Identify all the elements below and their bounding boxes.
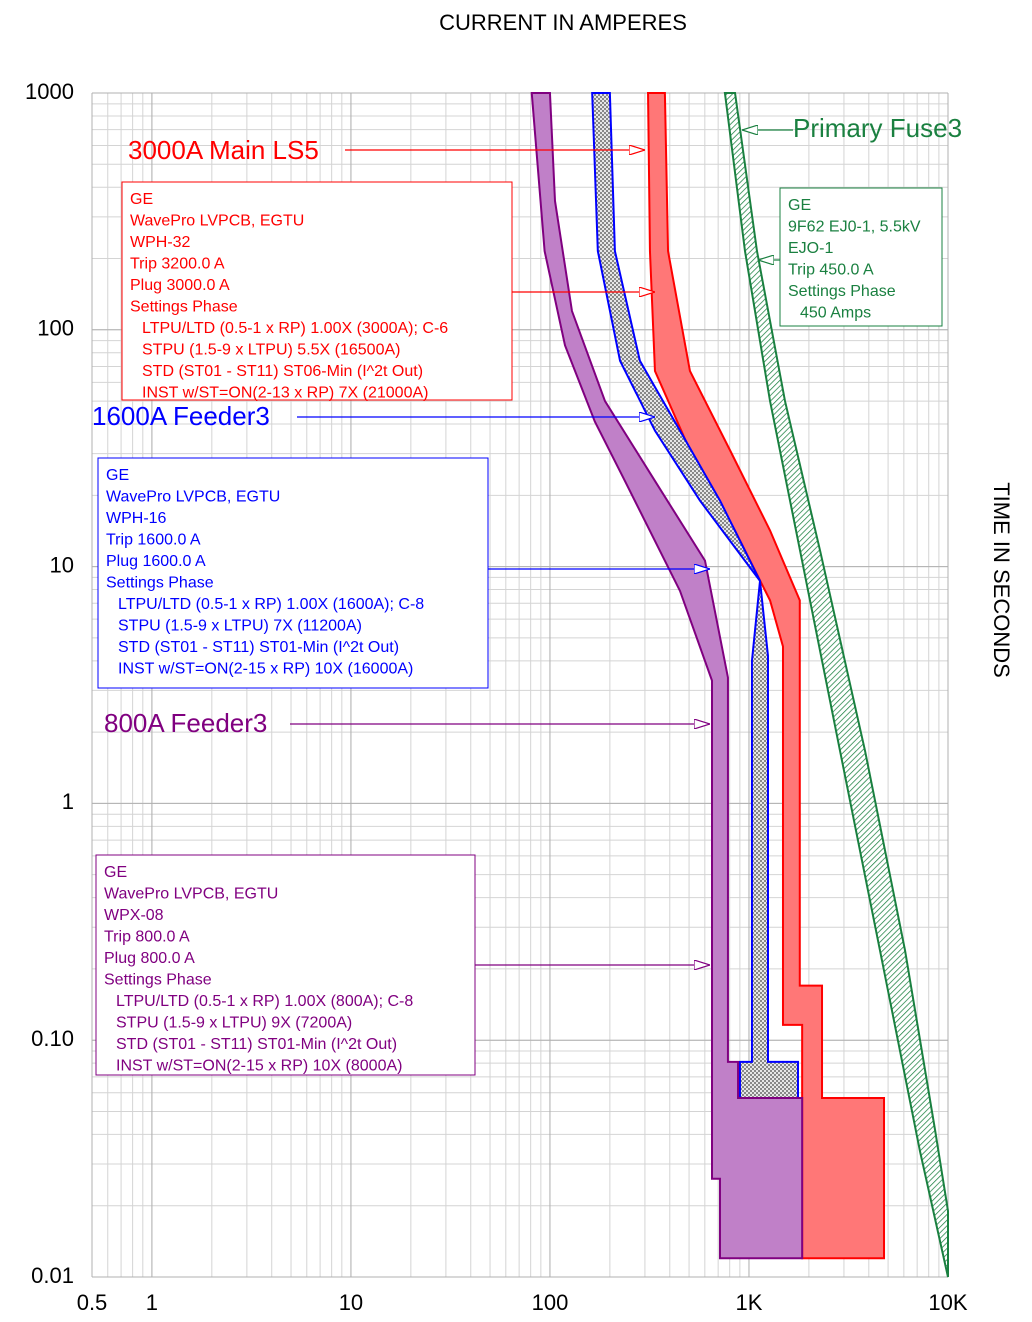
info-line: GE	[788, 197, 811, 214]
setting-line: INST w/ST=ON(2-13 x RP) 7X (21000A)	[142, 385, 428, 402]
setting-line: INST w/ST=ON(2-15 x RP) 10X (16000A)	[118, 661, 413, 678]
device-label: 3000A Main LS5	[128, 135, 319, 165]
curve-band	[530, 92, 804, 1260]
info-line: WPH-32	[130, 234, 191, 251]
y-tick-label: 0.01	[31, 1263, 74, 1288]
x-axis-title: CURRENT IN AMPERES	[439, 10, 687, 35]
info-line: GE	[104, 864, 127, 881]
x-tick-label: 1K	[736, 1290, 763, 1315]
x-tick-label: 1	[146, 1290, 158, 1315]
x-tick-label: 0.5	[77, 1290, 108, 1315]
info-line: Trip 800.0 A	[104, 929, 190, 946]
y-tick-label: 0.10	[31, 1026, 74, 1051]
info-line: WavePro LVPCB, EGTU	[130, 213, 304, 230]
device-label: Primary Fuse3	[793, 113, 962, 143]
info-line: Plug 3000.0 A	[130, 277, 230, 294]
setting-line: 450 Amps	[800, 305, 871, 322]
curve-band	[723, 92, 949, 1278]
labels: 3000A Main LS5 GE WavePro LVPCB, EGTU WPH-3…	[92, 113, 962, 1076]
info-line: Plug 800.0 A	[104, 950, 195, 967]
info-line: Trip 1600.0 A	[106, 532, 201, 549]
setting-line: LTPU/LTD (0.5-1 x RP) 1.00X (800A); C-8	[116, 993, 413, 1010]
info-line: Settings Phase	[106, 575, 214, 592]
bands	[530, 92, 949, 1278]
info-line: GE	[106, 467, 129, 484]
setting-line: STPU (1.5-9 x LTPU) 5.5X (16500A)	[142, 342, 400, 359]
info-box	[121, 181, 513, 401]
x-tick-label: 10	[339, 1290, 363, 1315]
x-tick-label: 10K	[928, 1290, 967, 1315]
info-line: Settings Phase	[104, 972, 212, 989]
setting-line: STD (ST01 - ST11) ST06-Min (I^2t Out)	[142, 363, 423, 380]
setting-line: STD (ST01 - ST11) ST01-Min (I^2t Out)	[116, 1036, 397, 1053]
device-label: 800A Feeder3	[104, 708, 267, 738]
setting-line: STD (ST01 - ST11) ST01-Min (I^2t Out)	[118, 639, 399, 656]
info-line: Plug 1600.0 A	[106, 553, 206, 570]
info-line: 9F62 EJ0-1, 5.5kV	[788, 219, 921, 236]
y-tick-label: 100	[37, 316, 74, 341]
info-box	[779, 187, 943, 327]
setting-line: INST w/ST=ON(2-15 x RP) 10X (8000A)	[116, 1058, 402, 1075]
y-axis-title: TIME IN SECONDS	[989, 482, 1014, 678]
info-line: WavePro LVPCB, EGTU	[104, 886, 278, 903]
setting-line: LTPU/LTD (0.5-1 x RP) 1.00X (3000A); C-6	[142, 320, 448, 337]
y-tick-label: 1000	[25, 79, 74, 104]
y-tick-label: 10	[50, 552, 74, 577]
info-line: WPX-08	[104, 907, 164, 924]
device-label: 1600A Feeder3	[92, 401, 270, 431]
info-line: GE	[130, 191, 153, 208]
setting-line: LTPU/LTD (0.5-1 x RP) 1.00X (1600A); C-8	[118, 596, 424, 613]
info-line: Trip 3200.0 A	[130, 256, 225, 273]
setting-line: STPU (1.5-9 x LTPU) 9X (7200A)	[116, 1015, 352, 1032]
info-line: Settings Phase	[130, 299, 238, 316]
x-tick-label: 100	[532, 1290, 569, 1315]
info-line: WavePro LVPCB, EGTU	[106, 489, 280, 506]
y-tick-label: 1	[62, 789, 74, 814]
info-line: WPH-16	[106, 510, 167, 527]
info-line: Settings Phase	[788, 283, 896, 300]
info-line: Trip 450.0 A	[788, 262, 874, 279]
info-box	[97, 457, 489, 689]
info-line: EJO-1	[788, 240, 833, 257]
setting-line: STPU (1.5-9 x LTPU) 7X (11200A)	[118, 618, 362, 635]
